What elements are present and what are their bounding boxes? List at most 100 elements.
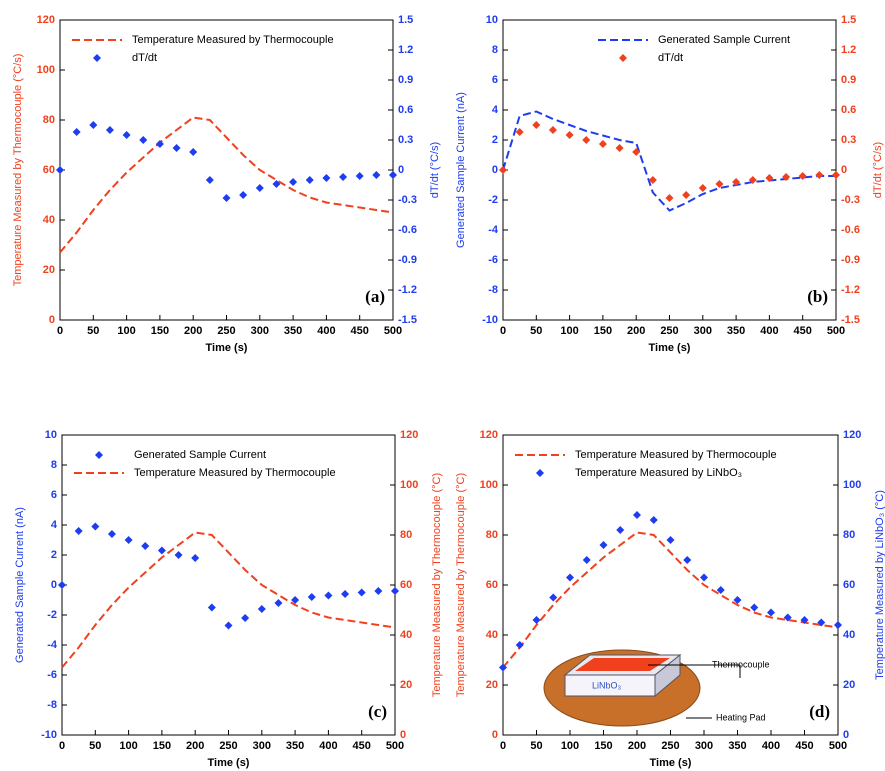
x-tick-label: 450 [351, 325, 369, 337]
legend-swatch [95, 451, 103, 459]
x-tick-label: 450 [795, 740, 813, 752]
y2-tick-label: 1.5 [841, 14, 856, 26]
series-marker [307, 593, 316, 601]
x-tick-label: 150 [151, 325, 169, 337]
x-tick-label: 300 [251, 325, 269, 337]
series-marker [341, 590, 350, 598]
series-marker [56, 166, 64, 174]
x-tick-label: 400 [317, 325, 335, 337]
x-tick-label: 250 [660, 325, 678, 337]
y2-tick-label: 60 [843, 579, 855, 591]
y2-tick-label: 0.6 [398, 104, 413, 116]
y2-axis-label: Temperature Measured by Thermocouple (°C… [431, 473, 443, 697]
x-tick-label: 450 [353, 740, 371, 752]
y2-tick-label: 0.9 [398, 74, 413, 86]
x-tick-label: 50 [530, 740, 542, 752]
x-tick-label: 200 [628, 740, 646, 752]
y-tick-label: 80 [486, 529, 498, 541]
x-tick-label: 150 [594, 325, 612, 337]
x-tick-label: 350 [727, 325, 745, 337]
y-tick-label: 80 [43, 114, 55, 126]
series-marker [391, 587, 399, 595]
y-tick-label: 8 [51, 459, 57, 471]
series-marker [89, 121, 98, 129]
series-marker [748, 176, 757, 184]
y-tick-label: 2 [51, 549, 57, 561]
series-marker [834, 621, 842, 629]
series-marker [515, 128, 524, 136]
series-marker [72, 128, 81, 136]
plot-frame [502, 19, 837, 321]
y2-tick-label: -0.6 [841, 224, 860, 236]
y2-tick-label: 60 [400, 579, 412, 591]
series-marker [499, 663, 507, 672]
series-marker [174, 551, 183, 559]
y-tick-label: -10 [41, 729, 57, 741]
series-marker [274, 599, 283, 607]
series-marker [372, 171, 381, 179]
series-marker [272, 180, 281, 188]
y2-tick-label: 0.3 [398, 134, 413, 146]
y-tick-label: -4 [47, 639, 58, 651]
series-marker [732, 178, 741, 186]
y2-axis-label: dT/dt (°C/s) [429, 142, 441, 198]
x-tick-label: 150 [594, 740, 612, 752]
y-tick-label: 10 [45, 429, 57, 441]
x-tick-label: 500 [386, 740, 404, 752]
series-marker [222, 194, 231, 202]
y2-axis-label: dT/dt (°C/s) [872, 142, 884, 198]
legend-label: Temperature Measured by Thermocouple [134, 467, 336, 479]
y2-axis-label: Temperature Measured by LiNbO₃ (°C) [874, 490, 885, 680]
y-tick-label: 10 [486, 14, 498, 26]
series-marker [241, 614, 250, 622]
series-marker [155, 140, 164, 148]
y-tick-label: 0 [492, 164, 498, 176]
series-marker [548, 126, 557, 134]
y-tick-label: 100 [480, 479, 498, 491]
x-tick-label: 250 [217, 325, 235, 337]
x-tick-label: 50 [530, 325, 542, 337]
series-marker [632, 148, 641, 156]
x-tick-label: 200 [184, 325, 202, 337]
y2-tick-label: 0 [841, 164, 847, 176]
panel-label: (b) [807, 287, 828, 306]
x-tick-label: 450 [794, 325, 812, 337]
series-marker [598, 140, 607, 148]
series-marker [765, 174, 774, 182]
x-tick-label: 100 [117, 325, 135, 337]
y2-tick-label: 20 [843, 679, 855, 691]
x-tick-label: 200 [186, 740, 204, 752]
y-tick-label: -6 [47, 669, 57, 681]
series-marker [683, 556, 692, 564]
x-tick-label: 400 [762, 740, 780, 752]
series-marker [122, 131, 131, 139]
series-marker [515, 641, 524, 649]
y-tick-label: 4 [51, 519, 58, 531]
y2-tick-label: -0.9 [841, 254, 860, 266]
y2-tick-label: 0.6 [841, 104, 856, 116]
series-marker [682, 191, 691, 199]
legend-label: Generated Sample Current [134, 449, 266, 461]
series-marker [322, 174, 331, 182]
series-marker [549, 593, 558, 602]
series-marker [357, 588, 366, 597]
x-axis-label: Time (s) [208, 757, 250, 769]
y2-tick-label: 120 [400, 429, 418, 441]
y2-tick-label: 80 [843, 529, 855, 541]
legend-label: Generated Sample Current [658, 34, 790, 46]
series-marker [649, 516, 658, 524]
series-marker [817, 618, 826, 627]
y-tick-label: 2 [492, 134, 498, 146]
series-marker [582, 136, 591, 144]
y-tick-label: -2 [488, 194, 498, 206]
x-tick-label: 300 [694, 325, 712, 337]
y-tick-label: 100 [37, 64, 55, 76]
y-tick-label: 120 [37, 14, 55, 26]
y-tick-label: 4 [492, 104, 499, 116]
x-tick-label: 250 [219, 740, 237, 752]
series-marker [582, 556, 591, 564]
x-tick-label: 350 [286, 740, 304, 752]
crystal-label: LiNbO₃ [592, 680, 622, 690]
y-tick-label: 20 [486, 679, 498, 691]
